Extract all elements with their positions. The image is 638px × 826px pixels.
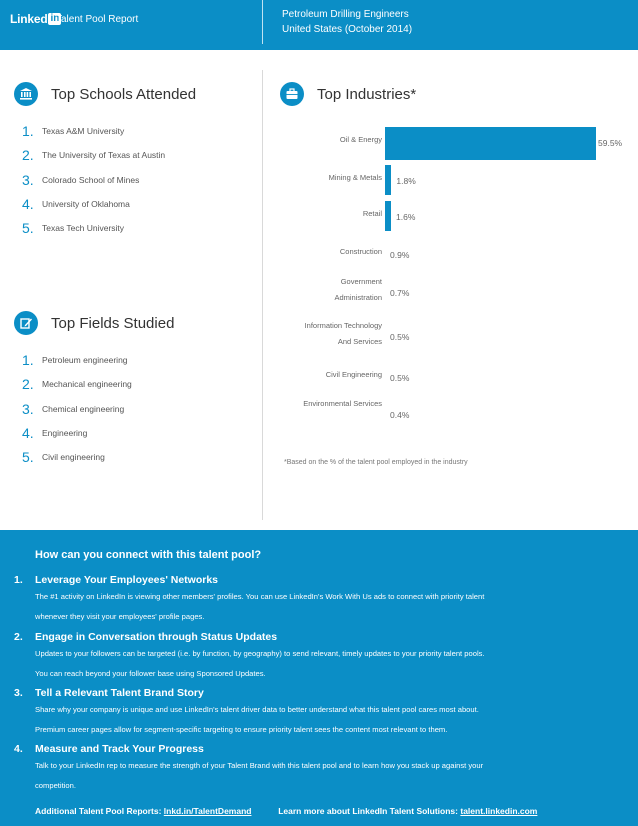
rank-label: University of Oklahoma bbox=[42, 199, 130, 210]
industry-value: 0.4% bbox=[390, 410, 410, 420]
tip-heading: 1. Leverage Your Employees' Networks bbox=[14, 574, 624, 586]
tip-number: 1. bbox=[14, 574, 23, 586]
industry-bar bbox=[385, 164, 392, 195]
industry-value: 0.7% bbox=[390, 288, 410, 298]
rank-label: Chemical engineering bbox=[42, 403, 125, 414]
schools-title: Top Schools Attended bbox=[51, 86, 197, 103]
pencil-icon bbox=[14, 311, 38, 335]
pool-name: Petroleum Drilling Engineers bbox=[282, 9, 409, 20]
connect-title: How can you connect with this talent poo… bbox=[35, 549, 262, 561]
rank-number: 4. bbox=[22, 196, 34, 213]
industry-label: Oil & Energy bbox=[339, 135, 382, 144]
industry-label: Retail bbox=[362, 209, 382, 218]
rank-number: 2. bbox=[22, 147, 34, 164]
rank-label: Engineering bbox=[42, 428, 88, 439]
connect-tip: 2. Engage in Conversation through Status … bbox=[14, 631, 624, 683]
tip-body-line: whenever they visit your employees' prof… bbox=[35, 612, 205, 621]
connect-tip: 1. Leverage Your Employees' Networks The #… bbox=[14, 574, 624, 626]
industry-value: 0.5% bbox=[390, 332, 410, 342]
tip-number: 2. bbox=[14, 631, 23, 643]
list-item: 3. Chemical engineering bbox=[22, 397, 132, 421]
tip-body-line: Premium career pages allow for segment-s… bbox=[35, 725, 448, 734]
tip-body-line: You can reach beyond your follower base … bbox=[35, 669, 266, 678]
list-item: 2. Mechanical engineering bbox=[22, 372, 132, 396]
list-item: 3. Colorado School of Mines bbox=[22, 168, 165, 192]
report-title: Talent Pool Report bbox=[56, 14, 139, 25]
linkedin-logo[interactable]: Linked in bbox=[10, 12, 62, 26]
rank-label: The University of Texas at Austin bbox=[42, 150, 166, 161]
industry-bar bbox=[385, 200, 391, 231]
tip-heading-text: Measure and Track Your Progress bbox=[35, 743, 204, 755]
rank-number: 1. bbox=[22, 352, 34, 369]
list-item: 5. Civil engineering bbox=[22, 445, 132, 469]
reports-label: Additional Talent Pool Reports: bbox=[35, 806, 162, 816]
list-item: 4. University of Oklahoma bbox=[22, 192, 165, 216]
industry-label: Construction bbox=[339, 247, 382, 256]
rank-label: Civil engineering bbox=[42, 452, 105, 463]
tip-heading: 2. Engage in Conversation through Status … bbox=[14, 631, 624, 643]
talent-pool-info: Petroleum Drilling Engineers United Stat… bbox=[282, 7, 412, 37]
logo-in-badge: in bbox=[48, 13, 62, 25]
header-divider bbox=[262, 0, 263, 44]
connect-tip: 3. Tell a Relevant Talent Brand Story Shar… bbox=[14, 687, 624, 739]
industries-title: Top Industries* bbox=[317, 86, 417, 103]
connect-tip: 4. Measure and Track Your Progress Talk to… bbox=[14, 743, 624, 795]
briefcase-icon bbox=[280, 82, 304, 106]
rank-number: 5. bbox=[22, 220, 34, 237]
connect-footer: Additional Talent Pool Reports: lnkd.in/… bbox=[35, 806, 537, 816]
fields-title: Top Fields Studied bbox=[51, 315, 175, 332]
industry-value: 59.5% bbox=[598, 138, 623, 148]
list-item: 4. Engineering bbox=[22, 421, 132, 445]
rank-number: 3. bbox=[22, 171, 34, 188]
school-icon bbox=[14, 82, 38, 106]
industry-value: 1.8% bbox=[396, 176, 416, 186]
rank-number: 4. bbox=[22, 425, 34, 442]
industry-label: Mining & Metals bbox=[328, 173, 382, 182]
tip-number: 4. bbox=[14, 743, 23, 755]
tip-number: 3. bbox=[14, 687, 23, 699]
tip-heading-text: Tell a Relevant Talent Brand Story bbox=[35, 687, 204, 699]
rank-label: Texas A&M University bbox=[42, 126, 125, 137]
report-header: Linked in Talent Pool Report Petroleum D… bbox=[0, 0, 638, 50]
tip-heading: 4. Measure and Track Your Progress bbox=[14, 743, 624, 755]
tip-heading: 3. Tell a Relevant Talent Brand Story bbox=[14, 687, 624, 699]
rank-number: 5. bbox=[22, 449, 34, 466]
list-item: 1. Texas A&M University bbox=[22, 119, 165, 143]
fields-list: 1. Petroleum engineering 2. Mechanical engi… bbox=[22, 348, 132, 469]
industry-value: 0.5% bbox=[390, 373, 410, 383]
column-divider bbox=[262, 70, 263, 520]
rank-number: 3. bbox=[22, 400, 34, 417]
tip-heading-text: Engage in Conversation through Status Up… bbox=[35, 631, 278, 643]
solutions-link[interactable]: talent.linkedin.com bbox=[460, 806, 538, 816]
schools-list: 1. Texas A&M University 2. The University o… bbox=[22, 119, 165, 240]
tip-body-line: Updates to your followers can be targete… bbox=[35, 649, 485, 658]
industry-label: Environmental Services bbox=[303, 399, 382, 408]
industry-value: 0.9% bbox=[390, 250, 410, 260]
reports-link[interactable]: lnkd.in/TalentDemand bbox=[163, 806, 252, 816]
pool-location: United States (October 2014) bbox=[282, 24, 413, 35]
list-item: 2. The University of Texas at Austin bbox=[22, 143, 165, 167]
list-item: 1. Petroleum engineering bbox=[22, 348, 132, 372]
industries-footnote: *Based on the % of the talent pool emplo… bbox=[284, 459, 468, 466]
industry-value: 1.6% bbox=[396, 212, 416, 222]
industry-label: Information Technology And Services bbox=[304, 321, 382, 346]
industry-bar bbox=[385, 126, 596, 160]
rank-label: Texas Tech University bbox=[42, 223, 125, 234]
tip-body-line: The #1 activity on LinkedIn is viewing o… bbox=[35, 592, 485, 601]
connect-section: How can you connect with this talent poo… bbox=[0, 530, 638, 826]
industry-label: Government Administration bbox=[334, 277, 382, 302]
rank-label: Colorado School of Mines bbox=[42, 174, 140, 185]
rank-number: 2. bbox=[22, 376, 34, 393]
rank-number: 1. bbox=[22, 123, 34, 140]
tip-heading-text: Leverage Your Employees' Networks bbox=[35, 574, 219, 586]
logo-wordmark: Linked bbox=[10, 12, 48, 26]
rank-label: Petroleum engineering bbox=[42, 355, 128, 366]
list-item: 5. Texas Tech University bbox=[22, 216, 165, 240]
solutions-label: Learn more about LinkedIn Talent Solutio… bbox=[278, 806, 458, 816]
rank-label: Mechanical engineering bbox=[42, 379, 132, 390]
tip-body-line: competition. bbox=[35, 781, 76, 790]
tip-body-line: Talk to your LinkedIn rep to measure the… bbox=[35, 761, 484, 770]
industry-label: Civil Engineering bbox=[325, 370, 382, 379]
tip-body-line: Share why your company is unique and use… bbox=[35, 705, 479, 714]
